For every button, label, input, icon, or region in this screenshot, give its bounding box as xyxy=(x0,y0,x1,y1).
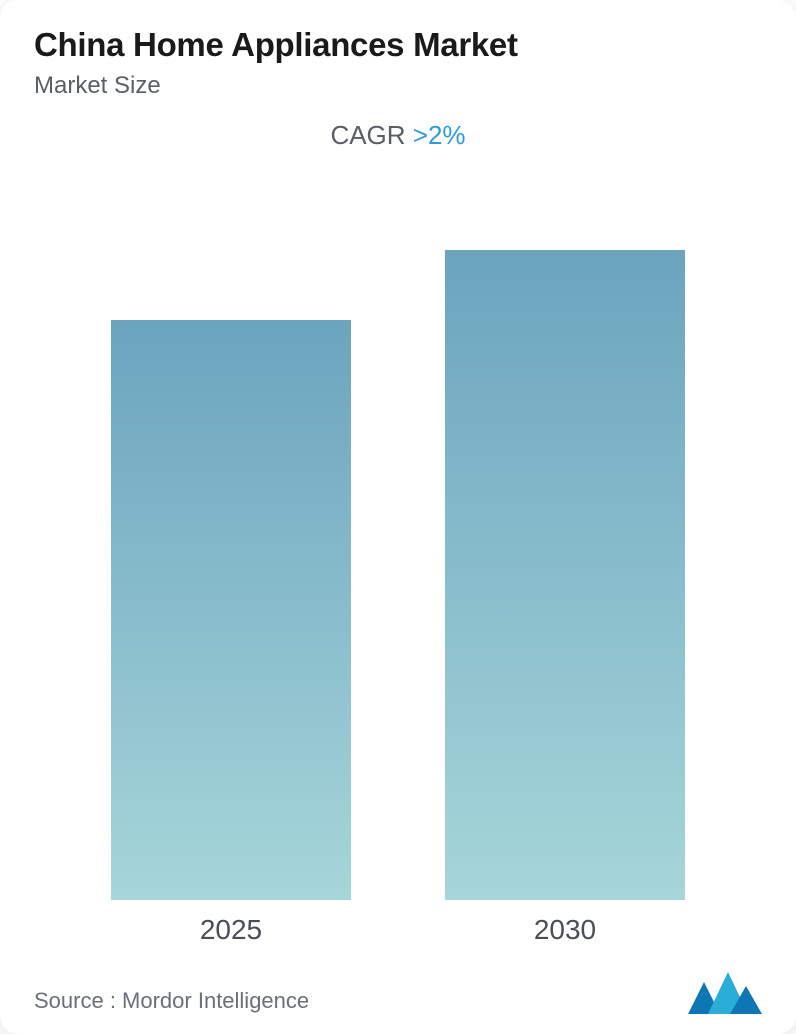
chart-subtitle: Market Size xyxy=(34,72,762,100)
chart-area: 2025 2030 xyxy=(34,181,762,946)
bar-group-1: 2030 xyxy=(445,250,685,946)
cagr-row: CAGR >2% xyxy=(34,120,762,151)
source-label: Source : Mordor Intelligence xyxy=(34,988,309,1014)
bar-0 xyxy=(111,320,351,900)
cagr-operator: > xyxy=(413,120,428,150)
chart-card: China Home Appliances Market Market Size… xyxy=(0,0,796,1034)
bar-label-1: 2030 xyxy=(534,914,596,946)
bar-group-0: 2025 xyxy=(111,320,351,946)
cagr-label: CAGR xyxy=(330,120,412,150)
bar-1 xyxy=(445,250,685,900)
mordor-logo-icon xyxy=(688,968,762,1014)
bar-label-0: 2025 xyxy=(200,914,262,946)
cagr-value: 2% xyxy=(428,120,466,150)
chart-title: China Home Appliances Market xyxy=(34,26,762,64)
footer-row: Source : Mordor Intelligence xyxy=(34,968,762,1014)
